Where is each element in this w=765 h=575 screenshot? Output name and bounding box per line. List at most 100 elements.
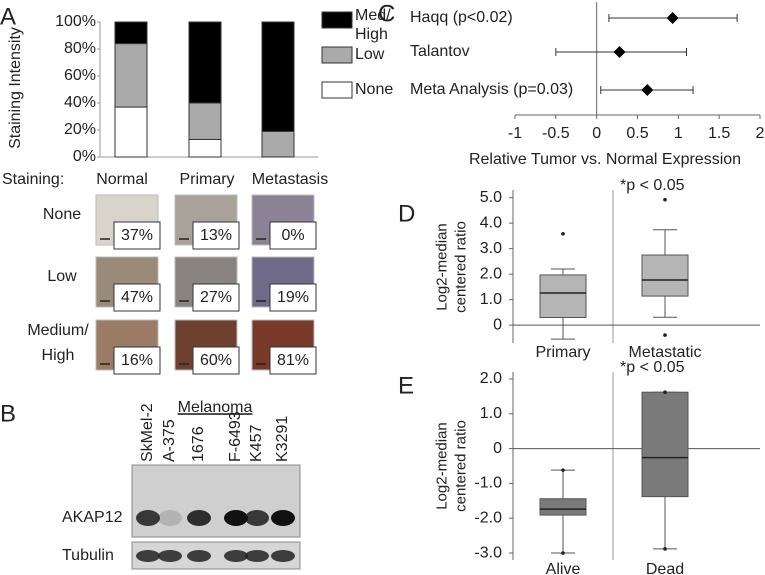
percent-box [192,346,240,375]
row-label: Low [47,268,77,285]
y-tick-label: 40% [64,94,96,111]
point-estimate [641,84,654,96]
row-label: AKAP12 [62,509,123,526]
x-tick-label: Normal [96,171,148,188]
x-tick-label: Primary [535,344,590,361]
band [136,510,160,526]
x-tick-label: 1.5 [708,125,730,142]
panel-label: B [0,400,16,427]
lane-label: SkMel-2 [139,403,156,462]
outlier [663,547,667,551]
group-label: Melanoma [178,399,253,416]
x-tick-label: 0.5 [626,125,648,142]
percent-label: 19% [277,289,309,306]
row-label: None [43,206,81,223]
y-tick-label: 100% [55,13,96,30]
percent-box [113,283,161,312]
percent-box [113,346,161,375]
percent-box [113,221,161,250]
legend-label: Med/ High [355,7,391,43]
category-prefix: Staining: [2,171,64,188]
percent-box [269,221,317,250]
band [245,550,269,562]
category-label: Talantov [410,43,470,60]
lane-label: A-375 [161,419,178,462]
x-axis-title: Relative Tumor vs. Normal Expression [469,151,741,168]
bar-segment [261,130,295,158]
y-axis-title: Log2-median centered ratio [433,420,470,512]
y-tick-label: -1.0 [474,475,502,492]
band [245,510,269,526]
bar-segment [261,21,295,132]
outlier [663,197,667,202]
box [641,391,689,498]
percent-label: 37% [121,227,153,244]
panel-label: D [398,200,415,227]
outlier [663,333,667,337]
lane-label: F-6493 [227,411,244,462]
legend-swatch [321,46,353,64]
y-tick-label: 0% [73,148,96,165]
legend-swatch [321,11,353,29]
y-tick-label: 1.0 [480,291,502,308]
bar-segment [114,106,148,158]
point-estimate [666,12,679,24]
x-tick-label: Alive [546,561,581,575]
lane-label: K457 [248,425,265,462]
legend-label: None [355,81,393,98]
percent-label: 0% [281,227,304,244]
bar-segment [188,102,222,140]
band [187,510,211,526]
band [158,510,182,526]
band [224,550,248,562]
x-tick-label: -0.5 [542,125,570,142]
percent-label: 27% [200,289,232,306]
percent-box [192,221,240,250]
x-tick-label: -1 [508,125,522,142]
band [271,550,295,562]
y-tick-label: 0 [493,316,502,333]
legend-swatch [321,81,353,99]
bar-segment [114,21,148,45]
bar-segment [188,21,222,104]
outlier [561,232,565,236]
lane-label: K3291 [274,416,291,462]
y-tick-label: 4.0 [480,214,502,231]
band [271,510,295,526]
box [539,274,587,319]
row-label: Tubulin [62,547,114,564]
percent-label: 16% [121,352,153,369]
band [158,550,182,562]
y-tick-label: 2.0 [480,265,502,282]
annotation: *p < 0.05 [620,359,685,376]
y-tick-label: 20% [64,121,96,138]
x-tick-label: Primary [179,171,234,188]
y-tick-label: 2.0 [480,370,502,387]
y-tick-label: 3.0 [480,240,502,257]
y-tick-label: 60% [64,67,96,84]
y-axis-title: Staining Intensity [7,27,24,149]
percent-label: 47% [121,289,153,306]
blot-akap12 [131,464,301,538]
panel-label: C [378,0,395,27]
bar-segment [188,138,222,158]
percent-box [269,346,317,375]
x-tick-label: 0 [592,125,601,142]
lane-label: 1676 [190,426,207,462]
x-tick-label: Metastatic [629,344,702,361]
band [187,550,211,562]
percent-label: 81% [277,352,309,369]
y-tick-label: -2.0 [474,509,502,526]
category-label: Meta Analysis (p=0.03) [410,81,573,98]
band [224,510,248,526]
outlier [561,468,565,472]
x-tick-label: Metastasis [252,171,328,188]
box [539,498,587,516]
y-tick-label: 1.0 [480,405,502,422]
row-label: Medium/ High [27,322,89,364]
percent-box [192,283,240,312]
y-tick-label: 5.0 [480,189,502,206]
x-tick-label: 1 [674,125,683,142]
